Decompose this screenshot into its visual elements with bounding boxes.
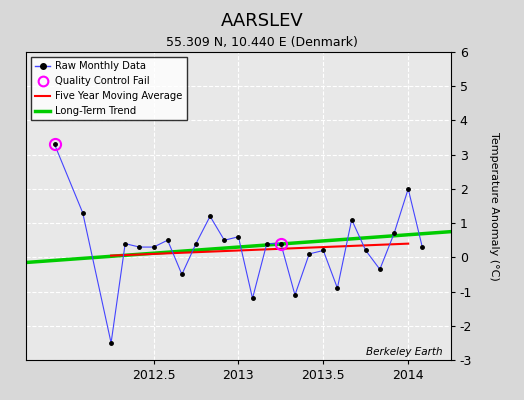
Text: 55.309 N, 10.440 E (Denmark): 55.309 N, 10.440 E (Denmark) <box>166 36 358 49</box>
Legend: Raw Monthly Data, Quality Control Fail, Five Year Moving Average, Long-Term Tren: Raw Monthly Data, Quality Control Fail, … <box>31 57 187 120</box>
Text: AARSLEV: AARSLEV <box>221 12 303 30</box>
Text: Berkeley Earth: Berkeley Earth <box>366 347 442 357</box>
Y-axis label: Temperature Anomaly (°C): Temperature Anomaly (°C) <box>489 132 499 280</box>
